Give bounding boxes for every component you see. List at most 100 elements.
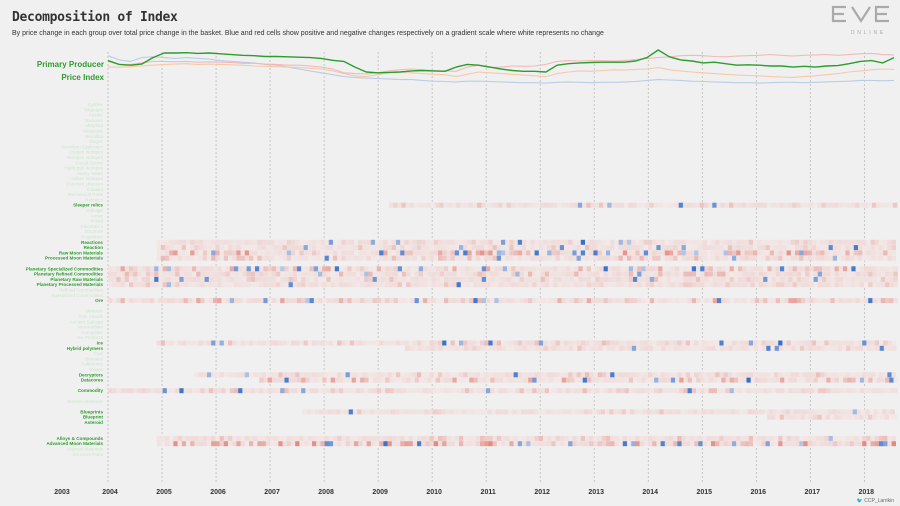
heat-cell xyxy=(879,250,884,256)
heat-cell xyxy=(703,202,709,208)
heat-cell xyxy=(570,282,575,288)
heat-cell xyxy=(133,298,138,304)
heat-cell xyxy=(764,409,769,415)
heat-cell xyxy=(577,345,582,351)
heat-cell xyxy=(656,245,661,251)
heat-cell xyxy=(816,441,821,447)
heat-cell xyxy=(261,239,266,245)
heat-cell xyxy=(838,388,844,394)
heat-cell xyxy=(236,245,241,251)
heat-cell xyxy=(664,250,670,256)
heat-cell xyxy=(576,441,581,447)
heat-cell xyxy=(707,345,712,351)
heat-cell xyxy=(271,298,277,304)
heat-cell xyxy=(837,250,842,256)
heat-cell xyxy=(198,239,203,245)
heat-cell xyxy=(561,266,566,272)
heat-cell xyxy=(217,282,222,288)
heat-cell xyxy=(320,255,325,261)
heat-cell xyxy=(337,250,342,256)
heat-cell xyxy=(532,377,537,383)
heat-cell xyxy=(759,377,764,383)
heat-cell xyxy=(418,282,424,288)
heat-cell xyxy=(547,340,552,346)
heat-cell xyxy=(303,340,308,346)
heat-cell xyxy=(202,239,208,245)
heat-cell xyxy=(884,202,889,208)
heat-cell xyxy=(517,239,523,245)
heat-cell xyxy=(288,282,293,288)
heat-cell xyxy=(439,377,445,383)
heat-cell xyxy=(637,276,642,282)
heat-cell xyxy=(376,282,382,288)
heat-cell xyxy=(448,266,453,272)
heat-cell xyxy=(339,271,344,277)
heat-cell xyxy=(494,276,499,282)
heat-cell xyxy=(434,345,439,351)
heat-cell xyxy=(198,435,203,441)
heat-cell xyxy=(803,435,808,441)
heat-cell xyxy=(286,245,292,251)
heat-cell xyxy=(855,282,860,288)
heat-cell xyxy=(192,266,197,272)
heat-cell xyxy=(313,388,319,394)
heat-cell xyxy=(872,388,877,394)
heat-cell xyxy=(813,202,818,208)
heat-cell xyxy=(484,239,489,245)
heat-cell xyxy=(467,441,472,447)
heat-cell xyxy=(685,239,691,245)
heat-cell xyxy=(261,441,266,447)
heat-cell xyxy=(173,441,178,447)
heat-cell xyxy=(211,441,216,447)
heat-cell xyxy=(578,276,583,282)
heat-cell xyxy=(635,255,640,261)
heat-cell xyxy=(519,266,524,272)
heat-cell xyxy=(368,377,373,383)
heat-cell xyxy=(757,250,762,256)
heat-cell xyxy=(822,298,827,304)
heat-cell xyxy=(790,441,796,447)
heat-cell xyxy=(792,276,797,282)
heat-cell xyxy=(669,441,674,447)
heat-cell xyxy=(253,245,258,251)
heat-cell xyxy=(215,441,220,447)
heat-cell xyxy=(826,298,831,304)
heat-cell xyxy=(557,388,562,394)
heat-cell xyxy=(751,409,757,415)
heat-cell xyxy=(228,435,233,441)
heat-cell xyxy=(762,345,767,351)
heat-cell xyxy=(711,372,716,378)
heat-cell xyxy=(460,377,466,383)
heat-cell xyxy=(446,340,451,346)
heat-cell xyxy=(678,345,683,351)
heat-cell xyxy=(736,239,741,245)
heat-cell xyxy=(720,345,725,351)
heat-cell xyxy=(408,239,413,245)
heat-cell xyxy=(360,377,365,383)
heat-cell xyxy=(763,377,768,383)
heat-cell xyxy=(593,372,598,378)
heat-cell xyxy=(526,435,531,441)
heat-cell xyxy=(622,250,628,256)
heat-cell xyxy=(402,298,407,304)
heat-cell xyxy=(603,271,608,277)
heat-cell xyxy=(423,266,428,272)
heat-cell xyxy=(704,271,709,277)
heat-cell xyxy=(477,271,482,277)
heat-cell xyxy=(207,435,212,441)
heat-cell xyxy=(449,409,454,415)
heat-cell xyxy=(475,255,481,261)
heat-cell xyxy=(582,202,587,208)
heat-cell xyxy=(715,435,720,441)
heat-cell xyxy=(711,441,716,447)
heat-cell xyxy=(453,409,459,415)
heat-cell xyxy=(859,271,865,277)
heat-cell xyxy=(874,245,880,251)
heat-cell xyxy=(782,255,787,261)
heat-cell xyxy=(526,372,531,378)
heat-cell xyxy=(677,372,682,378)
heat-cell xyxy=(510,202,516,208)
heat-cell xyxy=(194,250,199,256)
heat-cell xyxy=(249,250,254,256)
heat-cell xyxy=(645,388,650,394)
